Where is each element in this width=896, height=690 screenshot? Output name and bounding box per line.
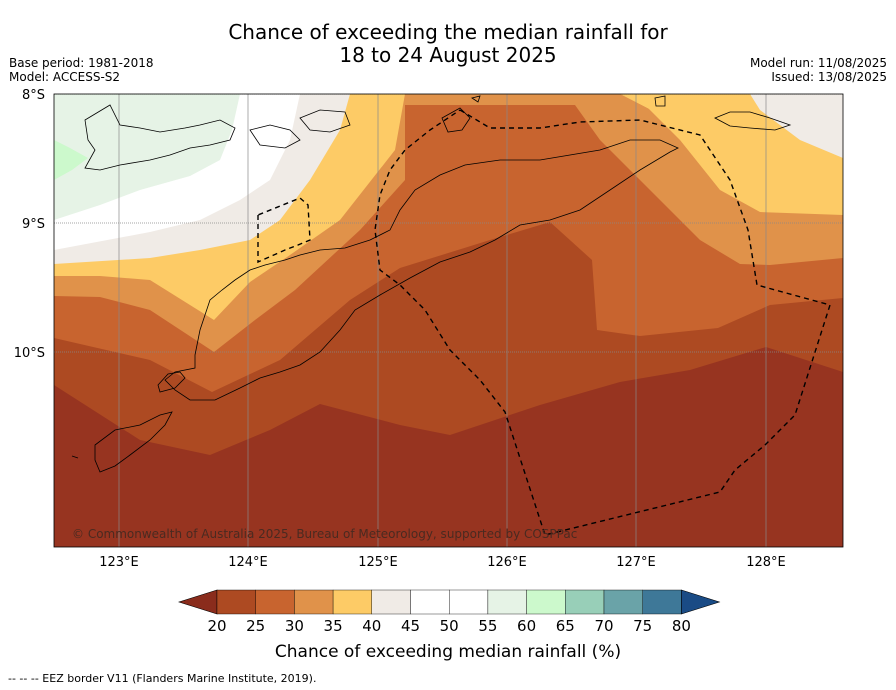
copyright-text: © Commonwealth of Australia 2025, Bureau… — [72, 527, 577, 541]
colorbar-label: Chance of exceeding median rainfall (%) — [275, 642, 621, 662]
colorbar-tick-label: 25 — [246, 617, 265, 635]
map-title-line1: Chance of exceeding the median rainfall … — [228, 20, 668, 44]
colorbar-segment — [216, 589, 256, 615]
north-islands-coastline — [84, 104, 236, 171]
colorbar-tick-label: 70 — [594, 617, 613, 635]
rote-coastline — [157, 371, 186, 393]
colorbar-segment — [487, 589, 527, 615]
lat-label-8s: 8°S — [22, 88, 45, 103]
colorbar-segment — [332, 589, 373, 615]
coastlines — [71, 95, 792, 473]
colorbar-tick-label: 65 — [556, 617, 575, 635]
eez-border — [374, 109, 831, 536]
colorbar-over-triangle — [681, 589, 721, 615]
colorbar-tick-label: 55 — [478, 617, 497, 635]
lat-label-9s: 9°S — [22, 217, 45, 232]
colorbar-tick-label: 20 — [207, 617, 226, 635]
lon-label-127e: 127°E — [616, 555, 656, 570]
colorbar-segment — [255, 589, 295, 615]
colorbar-tick-label: 75 — [633, 617, 652, 635]
lat-label-10s: 10°S — [14, 346, 45, 361]
band-60-65 — [54, 140, 88, 180]
eez-footer-note: -- -- -- EEZ border V11 (Flanders Marine… — [8, 672, 317, 685]
colorbar-tick-label: 60 — [517, 617, 536, 635]
band-55-60 — [54, 94, 240, 220]
model-text: Model: ACCESS-S2 — [9, 70, 121, 84]
colorbar-segment — [294, 589, 334, 615]
colorbar-segment — [642, 589, 682, 615]
lon-label-125e: 125°E — [358, 555, 398, 570]
eez-border-west — [257, 197, 311, 264]
colorbar-segment — [449, 589, 489, 615]
lon-label-124e: 124°E — [228, 555, 268, 570]
lon-label-128e: 128°E — [746, 555, 786, 570]
map-title-line2: 18 to 24 August 2025 — [339, 43, 557, 67]
grid-lines — [54, 94, 843, 547]
colorbar-tick-label: 35 — [324, 617, 343, 635]
model-run-text: Model run: 11/08/2025 — [749, 56, 887, 70]
colorbar-tick-label: 80 — [672, 617, 691, 635]
lon-label-123e: 123°E — [99, 555, 139, 570]
colorbar-segment — [410, 589, 450, 615]
colorbar-under-triangle — [178, 589, 218, 615]
timor-coastline — [164, 139, 679, 401]
sawu-coastline — [94, 411, 173, 473]
colorbar-segment — [526, 589, 566, 615]
colorbar-segment — [565, 589, 605, 615]
colorbar-tick-label: 30 — [285, 617, 304, 635]
band-45-50-ne — [750, 94, 843, 158]
colorbar-tick-label: 45 — [401, 617, 420, 635]
colorbar-segment — [371, 589, 411, 615]
colorbar: 20 25 30 35 40 45 50 55 60 65 70 75 80 — [178, 589, 721, 635]
base-period-text: Base period: 1981-2018 — [9, 56, 154, 70]
map-frame — [53, 93, 844, 548]
colorbar-segment — [603, 589, 643, 615]
colorbar-tick-label: 40 — [362, 617, 381, 635]
issued-text: Issued: 13/08/2025 — [771, 70, 887, 84]
map-panel: © Commonwealth of Australia 2025, Bureau… — [54, 94, 843, 547]
colorbar-tick-label: 50 — [440, 617, 459, 635]
lon-label-126e: 126°E — [487, 555, 527, 570]
